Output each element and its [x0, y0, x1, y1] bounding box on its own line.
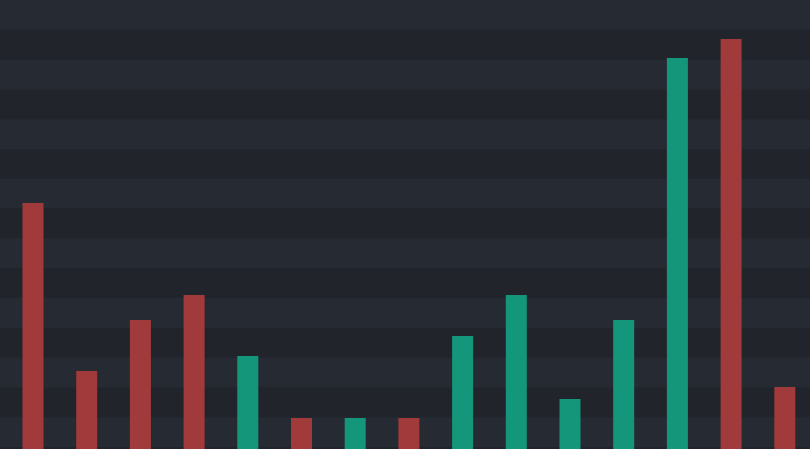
- volume-bar-14: [720, 39, 742, 449]
- volume-bar-9: [452, 336, 474, 449]
- grid-band: [0, 119, 810, 149]
- volume-bar-1: [22, 203, 44, 449]
- volume-bar-4: [183, 295, 205, 449]
- volume-bar-3: [129, 320, 151, 449]
- volume-bar-10: [505, 295, 527, 449]
- volume-bar-5: [237, 356, 259, 449]
- volume-bar-6: [291, 418, 312, 449]
- volume-bar-8: [398, 418, 420, 449]
- grid-band: [0, 238, 810, 269]
- grid-band: [0, 149, 810, 179]
- grid-band: [0, 387, 810, 418]
- grid-band: [0, 89, 810, 120]
- grid-band: [0, 298, 810, 328]
- volume-bar-15: [774, 387, 796, 449]
- grid-band: [0, 0, 810, 30]
- volume-bar-13: [666, 58, 688, 449]
- grid-band: [0, 327, 810, 358]
- grid-band: [0, 29, 810, 60]
- volume-bar-7: [344, 418, 366, 449]
- grid-band: [0, 268, 810, 298]
- volume-bars: [22, 39, 796, 449]
- volume-bar-2: [76, 371, 98, 449]
- grid-band: [0, 178, 810, 209]
- grid-band: [0, 59, 810, 90]
- grid-band: [0, 357, 810, 388]
- volume-bar-12: [613, 320, 635, 449]
- grid-band: [0, 208, 810, 239]
- volume-bar-11: [559, 399, 581, 449]
